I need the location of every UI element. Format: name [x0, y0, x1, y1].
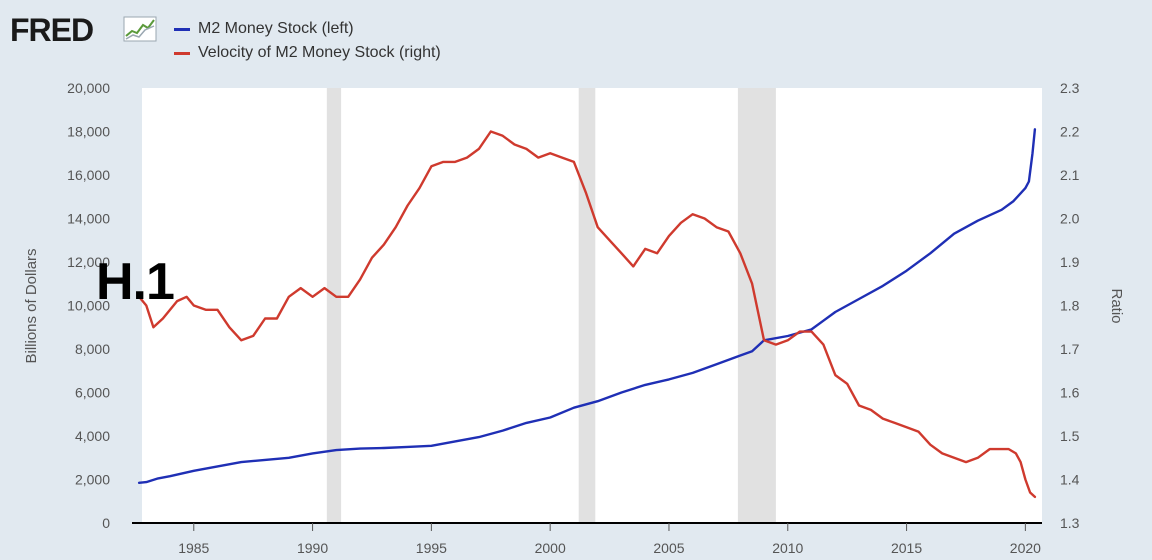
y2-tick-label: 1.8: [1060, 298, 1080, 314]
series-line-m2: [137, 128, 1037, 484]
x-tick-label: 1990: [297, 540, 328, 556]
y-tick-label: 10,000: [67, 298, 110, 314]
recession-band: [578, 88, 596, 523]
series-line-velocity: [137, 130, 1037, 499]
y-tick-label: 8,000: [75, 341, 110, 357]
legend-item-velocity[interactable]: Velocity of M2 Money Stock (right): [174, 44, 441, 62]
y2-tick-label: 2.3: [1060, 80, 1080, 96]
y2-tick-label: 1.4: [1060, 472, 1080, 488]
y-tick-label: 2,000: [75, 472, 110, 488]
recession-band: [326, 88, 342, 523]
y-tick-label: 18,000: [67, 124, 110, 140]
y-tick-label: 20,000: [67, 80, 110, 96]
overlay-label: H.1: [96, 253, 175, 311]
legend-swatch: [174, 51, 190, 55]
x-tick-label: 1985: [178, 540, 209, 556]
y-tick-label: 12,000: [67, 254, 110, 270]
y-tick-label: 0: [102, 515, 110, 531]
y2-tick-label: 1.6: [1060, 385, 1080, 401]
y2-tick-label: 1.5: [1060, 428, 1080, 444]
y2-tick-label: 1.3: [1060, 515, 1080, 531]
legend-label: Velocity of M2 Money Stock (right): [198, 44, 441, 61]
line-chart-icon: [123, 16, 157, 42]
x-tick-label: 1995: [416, 540, 447, 556]
legend-swatch: [174, 27, 190, 31]
y2-tick-label: 1.9: [1060, 254, 1080, 270]
y-tick-label: 6,000: [75, 385, 110, 401]
y-axis-label: Billions of Dollars: [23, 248, 40, 363]
y2-tick-label: 2.0: [1060, 211, 1080, 227]
y-tick-label: 14,000: [67, 211, 110, 227]
x-tick-label: 2000: [535, 540, 566, 556]
legend-item-m2[interactable]: M2 Money Stock (left): [174, 20, 354, 38]
y2-tick-label: 1.7: [1060, 341, 1080, 357]
y2-tick-label: 2.2: [1060, 124, 1080, 140]
fred-logo[interactable]: FRED: [10, 12, 94, 48]
y-tick-label: 4,000: [75, 428, 110, 444]
x-tick-label: 2020: [1010, 540, 1041, 556]
y2-tick-label: 2.1: [1060, 167, 1080, 183]
legend-label: M2 Money Stock (left): [198, 20, 354, 37]
x-tick-label: 2005: [653, 540, 684, 556]
x-tick-label: 2015: [891, 540, 922, 556]
y2-axis-label: Ratio: [1108, 288, 1125, 323]
y-tick-label: 16,000: [67, 167, 110, 183]
x-tick-label: 2010: [772, 540, 803, 556]
